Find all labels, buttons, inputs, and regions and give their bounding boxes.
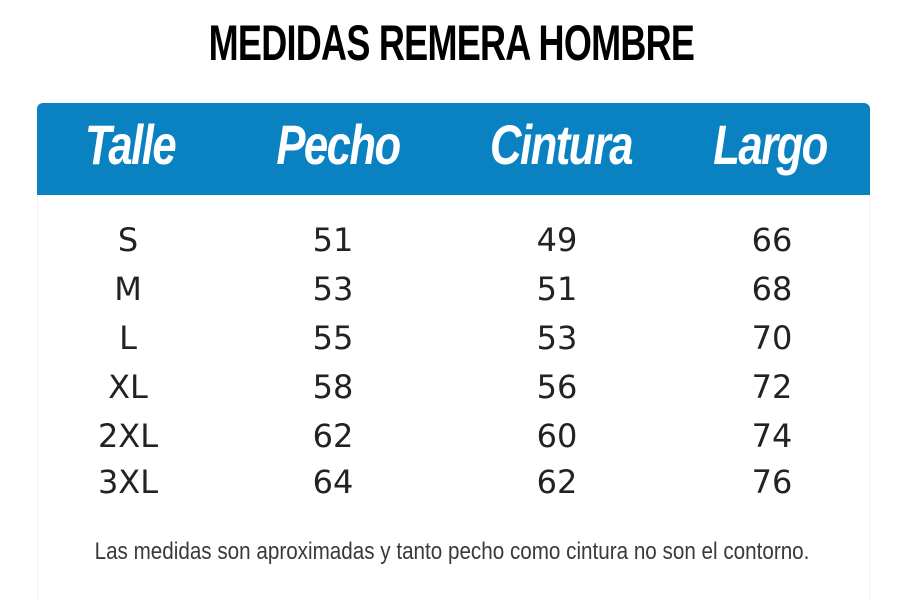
column-header-talle: Talle bbox=[84, 113, 177, 176]
table-header-bar bbox=[37, 103, 870, 195]
column-header-pecho: Pecho bbox=[276, 113, 401, 176]
table-cell-largo: 76 bbox=[751, 463, 793, 501]
table-cell-largo: 74 bbox=[751, 417, 793, 455]
table-cell-pecho: 64 bbox=[312, 463, 354, 501]
table-cell-pecho: 55 bbox=[312, 319, 354, 357]
table-cell-cintura: 56 bbox=[536, 368, 578, 406]
table-cell-largo: 72 bbox=[751, 368, 793, 406]
footnote: Las medidas son aproximadas y tanto pech… bbox=[94, 538, 810, 565]
table-cell-talle: 2XL bbox=[97, 417, 159, 455]
table-cell-pecho: 58 bbox=[312, 368, 354, 406]
table-cell-pecho: 62 bbox=[312, 417, 354, 455]
table-cell-cintura: 51 bbox=[536, 270, 578, 308]
table-cell-cintura: 60 bbox=[536, 417, 578, 455]
table-cell-talle: 3XL bbox=[97, 463, 159, 501]
table-cell-talle: L bbox=[119, 319, 137, 357]
table-cell-largo: 70 bbox=[751, 319, 793, 357]
size-table-body bbox=[37, 195, 870, 599]
column-header-cintura: Cintura bbox=[490, 113, 634, 176]
table-cell-pecho: 51 bbox=[312, 221, 354, 259]
table-cell-pecho: 53 bbox=[312, 270, 354, 308]
table-cell-largo: 66 bbox=[751, 221, 793, 259]
table-cell-cintura: 49 bbox=[536, 221, 578, 259]
table-cell-talle: XL bbox=[108, 368, 148, 406]
page-title: MEDIDAS REMERA HOMBRE bbox=[208, 15, 695, 71]
table-cell-cintura: 62 bbox=[536, 463, 578, 501]
table-cell-largo: 68 bbox=[751, 270, 793, 308]
column-header-largo: Largo bbox=[713, 113, 828, 176]
table-cell-talle: S bbox=[117, 221, 139, 259]
table-cell-talle: M bbox=[114, 270, 142, 308]
table-cell-cintura: 53 bbox=[536, 319, 578, 357]
